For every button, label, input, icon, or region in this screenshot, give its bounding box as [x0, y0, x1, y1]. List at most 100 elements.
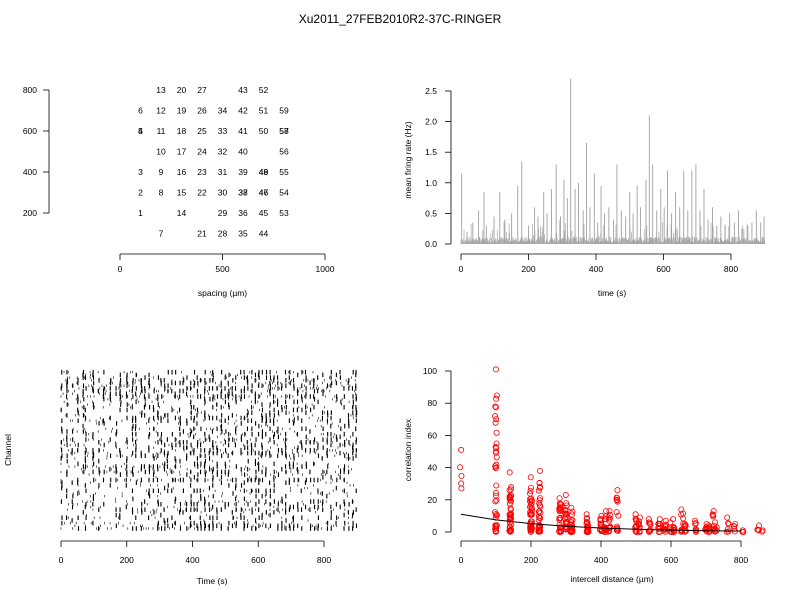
data-point: [670, 523, 677, 530]
data-point: [458, 446, 465, 453]
data-point: [493, 395, 500, 402]
electrode-label: 21: [197, 229, 207, 239]
x-tick-label: 200: [120, 555, 134, 565]
x-tick-label: 400: [185, 555, 199, 565]
data-point: [493, 440, 500, 447]
data-point: [492, 498, 499, 505]
electrode-label: 2: [138, 188, 143, 198]
data-point: [506, 493, 513, 500]
data-point: [670, 516, 677, 523]
data-point: [535, 487, 542, 494]
data-point: [636, 528, 643, 535]
electrode-label: 12: [156, 106, 166, 116]
data-point: [725, 521, 732, 528]
electrode-label: 41: [238, 126, 248, 136]
y-tick-label: 1.0: [425, 178, 437, 188]
x-axis-label: intercell distance (µm): [570, 574, 653, 584]
correlation-panel: 0 200 400 600 800 intercell distance (µm) 0 20 4…: [403, 366, 766, 584]
x-tick-label: 400: [594, 555, 608, 565]
data-point: [661, 522, 668, 529]
data-point: [492, 404, 499, 411]
data-point: [492, 449, 499, 456]
y-tick-label: 20: [428, 495, 438, 505]
x-tick-label: 200: [521, 264, 535, 274]
electrode-label: 53: [279, 208, 289, 218]
x-axis-label: spacing (µm): [198, 288, 247, 298]
electrode-label: 34: [218, 106, 228, 116]
x-tick-label: 400: [589, 264, 603, 274]
y-axis-label: mean firing rate (Hz): [403, 121, 413, 199]
electrode-label: 24: [197, 147, 207, 157]
data-point: [493, 416, 500, 423]
electrode-label: 20: [177, 85, 187, 95]
data-point: [584, 514, 591, 521]
data-point: [493, 528, 500, 535]
correlation-points: [457, 366, 766, 536]
data-point: [537, 467, 544, 474]
data-point: [568, 504, 575, 511]
y-tick-label: 400: [23, 167, 37, 177]
electrode-label: 5: [138, 126, 143, 136]
data-point: [703, 520, 710, 527]
data-point: [583, 511, 590, 518]
data-point: [527, 525, 534, 532]
data-point: [585, 525, 592, 532]
data-point: [681, 520, 688, 527]
data-point: [567, 527, 574, 534]
electrode-label: 52: [259, 85, 269, 95]
y-tick-label: 600: [23, 126, 37, 136]
electrode-label: 14: [177, 208, 187, 218]
x-tick-label: 600: [656, 264, 670, 274]
data-point: [527, 511, 534, 518]
data-point: [613, 497, 620, 504]
data-point: [705, 524, 712, 531]
data-point: [680, 510, 687, 517]
data-point: [636, 525, 643, 532]
data-point: [568, 511, 575, 518]
data-point: [492, 490, 499, 497]
y-tick-label: 0: [432, 527, 437, 537]
electrode-label: 7: [159, 229, 164, 239]
data-point: [755, 527, 762, 534]
electrode-label: 22: [197, 188, 207, 198]
data-point: [507, 497, 514, 504]
data-point: [613, 509, 620, 516]
x-tick-label: 500: [215, 264, 229, 274]
electrode-label: 32: [218, 147, 228, 157]
data-point: [507, 528, 514, 535]
x-tick-label: 200: [524, 555, 538, 565]
electrode-label: 48: [259, 167, 269, 177]
data-point: [759, 528, 766, 535]
data-point: [536, 508, 543, 515]
y-tick-label: 60: [428, 430, 438, 440]
data-point: [528, 484, 535, 491]
data-point: [712, 528, 719, 535]
x-tick-label: 800: [734, 555, 748, 565]
data-point: [492, 492, 499, 499]
data-point: [537, 483, 544, 490]
data-point: [667, 519, 674, 526]
data-point: [613, 494, 620, 501]
data-point: [507, 526, 514, 533]
data-point: [709, 512, 716, 519]
electrode-label: 1: [138, 208, 143, 218]
electrode-label: 18: [177, 126, 187, 136]
data-point: [528, 507, 535, 514]
data-point: [562, 507, 569, 514]
electrode-label: 29: [218, 208, 228, 218]
electrode-label: 13: [156, 85, 166, 95]
raster-spikes: [60, 369, 358, 531]
data-point: [458, 485, 465, 492]
data-point: [493, 454, 500, 461]
x-tick-label: 600: [251, 555, 265, 565]
firing-rate-panel: 0 200 400 600 800 time (s) 0.0 0.5 1.0 1.5 2.0 2.5 m…: [403, 78, 766, 298]
y-tick-label: 2.0: [425, 117, 437, 127]
data-point: [493, 512, 500, 519]
y-tick-label: 1.5: [425, 147, 437, 157]
electrode-label: 44: [259, 229, 269, 239]
electrode-label: 15: [177, 188, 187, 198]
data-point: [527, 498, 534, 505]
electrode-label: 37: [238, 188, 248, 198]
data-point: [613, 523, 620, 530]
